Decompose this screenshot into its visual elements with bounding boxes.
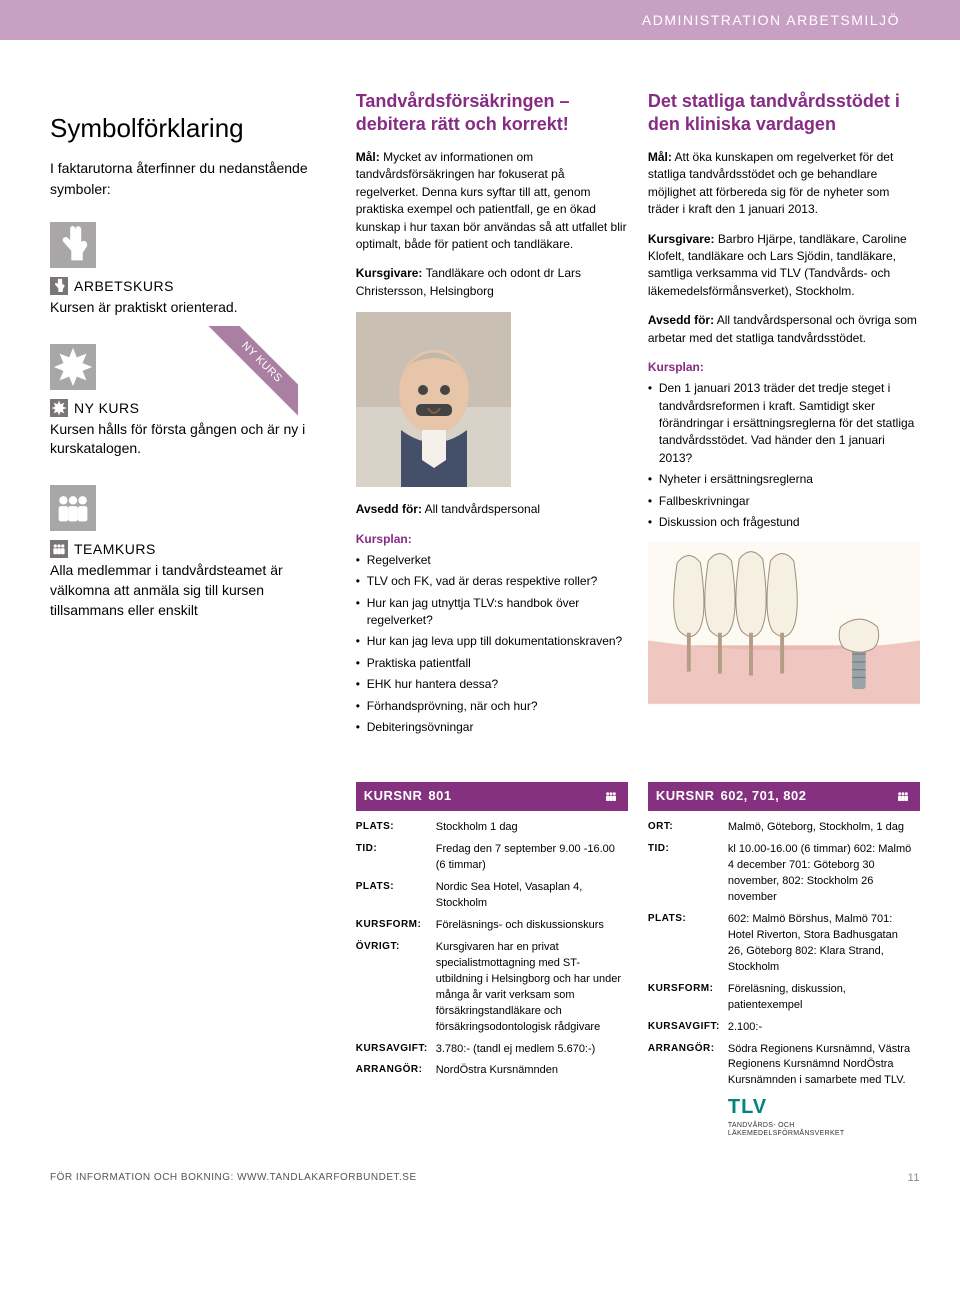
tlv-logo-sub1: TANDVÅRDS- OCH bbox=[728, 1122, 916, 1130]
table-row: KURSFORM:Föreläsnings- och diskussionsku… bbox=[356, 915, 628, 937]
people-icon-small bbox=[50, 540, 68, 558]
info-table-2: ORT:Malmö, Göteborg, Stockholm, 1 dag TI… bbox=[648, 817, 920, 1140]
symbol-title: Symbolförklaring bbox=[50, 110, 336, 148]
list-item: Regelverket bbox=[356, 552, 628, 569]
symbol-desc: Alla medlemmar i tandvårdsteamet är välk… bbox=[50, 561, 336, 620]
list-item: Debiteringsövningar bbox=[356, 719, 628, 736]
info-box-2: KURSNR 602, 701, 802 ORT:Malmö, Göteborg… bbox=[648, 782, 920, 1140]
portrait-image bbox=[356, 312, 511, 487]
arrangor-text: Södra Regionens Kursnämnd, Västra Region… bbox=[728, 1043, 910, 1087]
people-icon bbox=[894, 789, 912, 805]
people-icon bbox=[602, 789, 620, 805]
star-icon-small bbox=[50, 399, 68, 417]
symbol-desc: Kursen hålls för första gången och är ny… bbox=[50, 420, 336, 459]
symbol-label-line: ARBETSKURS bbox=[50, 276, 336, 296]
symbol-desc: Kursen är praktiskt orienterad. bbox=[50, 298, 336, 318]
tlv-logo-text: TLV bbox=[728, 1093, 916, 1122]
list-item: EHK hur hantera dessa? bbox=[356, 676, 628, 693]
tlv-logo-sub2: LÄKEMEDELSFÖRMÅNSVERKET bbox=[728, 1130, 916, 1138]
symbol-label-line: NY KURS bbox=[50, 398, 336, 418]
course-2: Det statliga tandvårdsstödet i den klini… bbox=[648, 90, 920, 746]
info-boxes-row: KURSNR 801 PLATS:Stockholm 1 dag TID:Fre… bbox=[50, 782, 920, 1140]
table-row: KURSAVGIFT:2.100:- bbox=[648, 1017, 920, 1039]
table-row: KURSFORM:Föreläsning, diskussion, patien… bbox=[648, 979, 920, 1017]
kursnr-value: 801 bbox=[428, 787, 451, 806]
kursnr-value: 602, 701, 802 bbox=[720, 787, 806, 806]
table-row: PLATS:Stockholm 1 dag bbox=[356, 817, 628, 839]
info-bar-1: KURSNR 801 bbox=[356, 782, 628, 811]
page-footer: FÖR INFORMATION OCH BOKNING: WWW.TANDLAK… bbox=[0, 1161, 960, 1197]
table-row: KURSAVGIFT:3.780:- (tandl ej medlem 5.67… bbox=[356, 1039, 628, 1061]
info-box-1: KURSNR 801 PLATS:Stockholm 1 dag TID:Fre… bbox=[356, 782, 628, 1140]
list-item: Nyheter i ersättningsreglerna bbox=[648, 471, 920, 488]
course-2-bullets: Den 1 januari 2013 träder det tredje ste… bbox=[648, 380, 920, 531]
course-1: Tandvårdsförsäkringen – debitera rätt oc… bbox=[356, 90, 628, 746]
list-item: Den 1 januari 2013 träder det tredje ste… bbox=[648, 380, 920, 467]
course-2-plan-label: Kursplan: bbox=[648, 359, 920, 376]
section-header: ADMINISTRATION ARBETSMILJÖ bbox=[0, 0, 960, 40]
list-item: Förhandsprövning, när och hur? bbox=[356, 698, 628, 715]
hand-icon bbox=[50, 222, 96, 268]
kursnr-label: KURSNR bbox=[364, 787, 423, 806]
star-icon bbox=[50, 344, 96, 390]
course-2-kursgivare: Kursgivare: Barbro Hjärpe, tandläkare, C… bbox=[648, 231, 920, 301]
symbol-row-arbetskurs: ARBETSKURS Kursen är praktiskt orientera… bbox=[50, 222, 336, 318]
course-1-bullets: Regelverket TLV och FK, vad är deras res… bbox=[356, 552, 628, 737]
table-row: ÖVRIGT:Kursgivaren har en privat special… bbox=[356, 937, 628, 1039]
course-1-plan-label: Kursplan: bbox=[356, 531, 628, 548]
footer-info: FÖR INFORMATION OCH BOKNING: WWW.TANDLAK… bbox=[50, 1171, 908, 1186]
teeth-illustration bbox=[648, 541, 920, 706]
symbol-label: NY KURS bbox=[74, 398, 139, 418]
course-2-mal: Mål: Att öka kunskapen om regelverket fö… bbox=[648, 149, 920, 219]
hand-icon-small bbox=[50, 277, 68, 295]
list-item: Fallbeskrivningar bbox=[648, 493, 920, 510]
page-body: Symbolförklaring I faktarutorna återfinn… bbox=[0, 40, 960, 1161]
course-1-title: Tandvårdsförsäkringen – debitera rätt oc… bbox=[356, 90, 628, 135]
table-row: TID:kl 10.00-16.00 (6 timmar) 602: Malmö… bbox=[648, 839, 920, 909]
table-row: PLATS:Nordic Sea Hotel, Vasaplan 4, Stoc… bbox=[356, 877, 628, 915]
symbol-label: ARBETSKURS bbox=[74, 276, 174, 296]
course-1-mal: Mål: Mycket av informationen om tandvård… bbox=[356, 149, 628, 253]
tlv-logo: TLV TANDVÅRDS- OCH LÄKEMEDELSFÖRMÅNSVERK… bbox=[728, 1093, 916, 1137]
symbol-row-teamkurs: TEAMKURS Alla medlemmar i tandvårdsteame… bbox=[50, 485, 336, 620]
symbol-row-nykurs: NY KURS NY KURS Kursen hålls för första … bbox=[50, 344, 336, 459]
table-row: ARRANGÖR:NordÖstra Kursnämnden bbox=[356, 1060, 628, 1082]
kursnr-label: KURSNR bbox=[656, 787, 715, 806]
info-table-1: PLATS:Stockholm 1 dag TID:Fredag den 7 s… bbox=[356, 817, 628, 1082]
table-row: ARRANGÖR: Södra Regionens Kursnämnd, Väs… bbox=[648, 1039, 920, 1141]
table-row: ORT:Malmö, Göteborg, Stockholm, 1 dag bbox=[648, 817, 920, 839]
course-2-avsedd: Avsedd för: All tandvårdspersonal och öv… bbox=[648, 312, 920, 347]
list-item: Praktiska patientfall bbox=[356, 655, 628, 672]
list-item: Diskussion och frågestund bbox=[648, 514, 920, 531]
people-icon bbox=[50, 485, 96, 531]
symbol-intro: I faktarutorna återfinner du nedanståend… bbox=[50, 158, 336, 200]
course-1-kursgivare: Kursgivare: Tandläkare och odont dr Lars… bbox=[356, 265, 628, 300]
section-header-title: ADMINISTRATION ARBETSMILJÖ bbox=[642, 10, 900, 30]
list-item: Hur kan jag leva upp till dokumentations… bbox=[356, 633, 628, 650]
symbol-label: TEAMKURS bbox=[74, 539, 156, 559]
course-2-title: Det statliga tandvårdsstödet i den klini… bbox=[648, 90, 920, 135]
list-item: Hur kan jag utnyttja TLV:s handbok över … bbox=[356, 595, 628, 630]
symbol-label-line: TEAMKURS bbox=[50, 539, 336, 559]
page-number: 11 bbox=[908, 1171, 920, 1187]
info-bar-2: KURSNR 602, 701, 802 bbox=[648, 782, 920, 811]
table-row: PLATS:602: Malmö Börshus, Malmö 701: Hot… bbox=[648, 909, 920, 979]
table-row: TID:Fredag den 7 september 9.00 -16.00 (… bbox=[356, 839, 628, 877]
symbol-legend: Symbolförklaring I faktarutorna återfinn… bbox=[50, 90, 336, 746]
main-grid: Symbolförklaring I faktarutorna återfinn… bbox=[50, 90, 920, 746]
list-item: TLV och FK, vad är deras respektive roll… bbox=[356, 573, 628, 590]
course-1-avsedd: Avsedd för: All tandvårdspersonal bbox=[356, 501, 628, 518]
info-spacer bbox=[50, 782, 336, 1140]
